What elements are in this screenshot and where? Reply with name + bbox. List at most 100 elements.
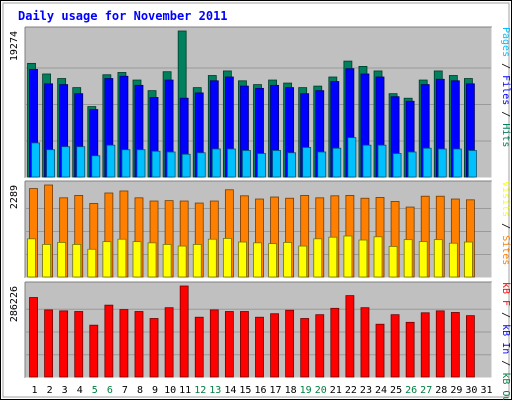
bar-kb-f-day-13 [209,309,219,378]
bar-visits-day-17 [268,243,277,278]
bar-visits-day-20 [313,238,323,278]
bar-visits-day-28 [433,239,443,278]
legend-entry: / [500,217,511,235]
bar-kb-f-day-26 [405,321,415,378]
bar-pages-day-3 [61,146,71,178]
bar-pages-day-24 [377,144,387,178]
legend-entry: kB Out [500,372,511,400]
bar-pages-day-18 [287,152,297,178]
bar-kb-f-day-30 [466,315,475,378]
bar-kb-f-day-3 [59,310,69,378]
bar-visits-day-1 [27,238,36,278]
bar-visits-day-2 [42,244,51,278]
bar-visits-day-21 [328,236,338,278]
bar-pages-day-13 [211,148,221,178]
bar-kb-f-day-15 [240,311,249,378]
bar-kb-f-day-17 [270,313,279,378]
x-tick-label-day-23: 23 [360,385,372,396]
bar-kb-f-day-16 [255,316,264,378]
bar-kb-f-day-2 [44,309,53,378]
legend-entry: / [500,105,511,123]
x-tick-label-day-11: 11 [179,385,191,396]
bar-visits-day-12 [192,244,202,278]
bar-visits-day-29 [448,242,458,278]
bar-pages-day-2 [46,149,55,178]
y-tick-label-kbytes: 286226 [9,286,20,322]
x-tick-label-day-13: 13 [209,385,221,396]
bar-kb-f-day-20 [315,314,325,378]
bar-pages-day-16 [257,153,266,178]
bar-pages-day-10 [166,151,176,178]
x-tick-label-day-25: 25 [390,385,402,396]
bar-visits-day-10 [162,244,172,278]
bar-visits-day-27 [418,241,428,278]
x-tick-label-day-20: 20 [315,385,327,396]
bar-kb-f-day-19 [300,318,310,378]
x-tick-label-day-9: 9 [152,385,158,396]
bar-pages-day-26 [407,151,417,178]
bar-kb-f-day-10 [164,307,174,378]
bar-visits-day-9 [147,242,157,278]
x-tick-label-day-3: 3 [62,385,68,396]
x-tick-label-day-7: 7 [122,385,128,396]
bar-visits-day-15 [238,241,247,278]
bar-kb-f-day-1 [29,297,38,378]
bar-visits-day-18 [283,242,293,278]
x-tick-label-day-29: 29 [450,385,462,396]
x-tick-label-day-15: 15 [239,385,251,396]
x-tick-label-day-28: 28 [435,385,447,396]
legend-entry: Pages [500,27,511,57]
bar-pages-day-15 [242,150,251,178]
legend-entry: kB In [500,324,511,354]
bar-pages-day-7 [121,149,131,178]
bar-kb-f-day-11 [179,285,189,378]
bar-pages-day-20 [317,151,327,178]
legend-entry: Hits [500,123,511,147]
bar-pages-day-19 [302,147,312,178]
y-tick-label-visits_sites: 2289 [9,185,20,209]
bar-kb-f-day-6 [104,304,114,378]
bar-kb-f-day-7 [119,309,129,378]
x-tick-label-day-4: 4 [77,385,83,396]
bar-visits-day-7 [117,238,127,278]
bar-kb-f-day-21 [330,307,340,378]
x-tick-label-day-16: 16 [254,385,266,396]
x-tick-label-day-27: 27 [420,385,432,396]
bar-kb-f-day-12 [194,316,204,378]
x-tick-label-day-14: 14 [224,385,236,396]
bar-pages-day-21 [332,147,342,178]
bar-visits-day-3 [57,242,67,278]
x-tick-label-day-18: 18 [285,385,297,396]
bar-kb-f-day-23 [360,307,370,378]
legend-entry: Files [500,75,511,105]
legend-entry: / [500,354,511,372]
bar-visits-day-4 [72,244,82,278]
x-tick-label-day-30: 30 [465,385,477,396]
bar-visits-day-5 [87,248,97,278]
x-tick-label-day-22: 22 [345,385,357,396]
bar-visits-day-24 [373,236,383,278]
x-tick-label-day-8: 8 [137,385,143,396]
x-tick-label-day-1: 1 [32,385,38,396]
bar-kb-f-day-9 [149,318,159,378]
bar-pages-day-28 [437,148,447,178]
bar-pages-day-25 [392,153,402,178]
bar-kb-f-day-22 [345,295,355,378]
bar-visits-day-8 [132,241,142,278]
legend-label-kbytes: kB F / kB In / kB Out [500,282,511,400]
bar-pages-day-17 [272,150,281,178]
legend-label-hits_files_pages: Pages / Files / Hits [500,27,511,147]
bar-visits-day-13 [207,238,217,278]
legend-entry: Sites [500,235,511,265]
bar-pages-day-5 [91,155,101,178]
bar-kb-f-day-24 [375,323,385,378]
bar-kb-f-day-5 [89,324,99,378]
bar-pages-day-27 [422,147,432,178]
x-tick-label-day-21: 21 [330,385,342,396]
bar-pages-day-4 [76,146,86,178]
x-tick-label-day-6: 6 [107,385,113,396]
legend-label-visits_sites: Visits / Sites [500,181,511,265]
bar-kb-f-day-18 [285,309,295,378]
